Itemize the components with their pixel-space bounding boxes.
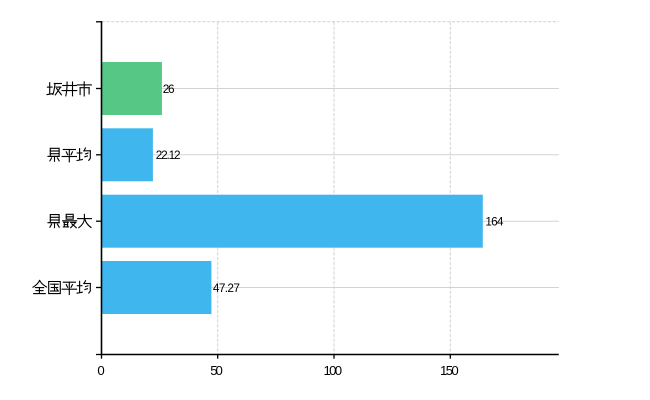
svg-text:22.12: 22.12 <box>156 148 181 162</box>
svg-text:50: 50 <box>210 363 223 378</box>
svg-text:164: 164 <box>485 215 503 229</box>
svg-text:0: 0 <box>97 363 104 378</box>
svg-text:47.27: 47.27 <box>213 281 240 295</box>
svg-text:150: 150 <box>440 363 459 378</box>
svg-text:26: 26 <box>163 82 175 96</box>
svg-text:100: 100 <box>324 363 343 378</box>
